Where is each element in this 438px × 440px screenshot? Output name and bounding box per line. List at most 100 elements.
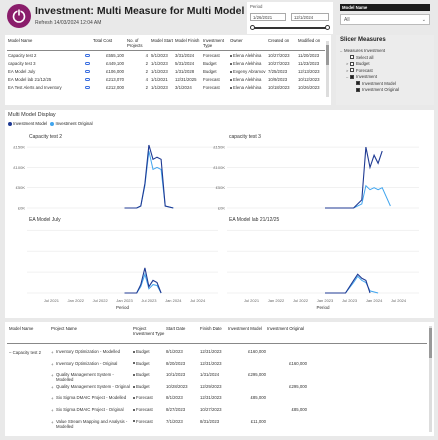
projects-table-header-cell[interactable]: Investment Original — [267, 326, 305, 331]
slicer-item[interactable]: ˃ Budget — [346, 61, 370, 66]
slicer-item-label: Measures Investment — [344, 48, 386, 53]
period-range-track[interactable] — [252, 27, 328, 29]
top-table-header-cell[interactable]: Investment Type — [203, 38, 225, 48]
table-cell: Inventory Optimization - Modelled — [56, 349, 121, 354]
projects-table-header-cell[interactable]: Project Investment Type — [133, 326, 165, 336]
period-start-input[interactable]: 1/26/2021 — [250, 13, 286, 21]
table-cell: 3/31/2024 — [175, 53, 195, 58]
expand-icon[interactable]: + — [51, 419, 54, 425]
link-icon[interactable] — [85, 78, 90, 81]
x-tick-label: Jan 2023 — [116, 298, 133, 303]
series-line-investment-model[interactable] — [124, 144, 174, 209]
top-table-header-cell[interactable]: Owner — [230, 38, 243, 43]
period-start-handle[interactable] — [250, 25, 255, 30]
table-cell: 11/20/2023 — [298, 53, 320, 58]
series-line-investment-model[interactable] — [325, 146, 383, 209]
top-table-header-cell[interactable]: Modified on — [298, 38, 321, 43]
top-table-header-cell[interactable]: Model Name — [8, 38, 33, 43]
slicer-item[interactable]: – Measures Investment — [340, 48, 385, 53]
table-cell: 3/1/2024 — [175, 85, 192, 90]
slicer-checkbox[interactable] — [350, 74, 354, 79]
series-line-investment-model[interactable] — [325, 273, 371, 294]
table-scrollbar[interactable] — [326, 41, 329, 97]
table-row[interactable]: Capacity test 2 £555,100 4 5/1/2023 3/31/202… — [7, 53, 325, 61]
slicer-item-label: Investment Original — [362, 87, 400, 92]
link-icon[interactable] — [85, 62, 90, 65]
x-tick-label: Jul 2023 — [141, 298, 157, 303]
projects-table-header-cell[interactable]: Model Name — [9, 326, 34, 331]
table-row[interactable] — [7, 93, 325, 101]
slicer-checkbox[interactable] — [350, 55, 354, 60]
slicer-item[interactable]: Investment Original — [352, 87, 399, 92]
table-row[interactable]: + Inventory Optimization - Modelled Budget… — [5, 348, 425, 359]
table-cell: Budget — [133, 361, 165, 366]
top-table-header-cell[interactable]: Total Cost — [93, 38, 113, 43]
table-cell: 5/31/2024 — [175, 61, 195, 66]
slicer-checkbox[interactable] — [350, 68, 354, 73]
table-row[interactable]: capacity test 3 £449,100 2 1/1/2023 5/31/202… — [7, 61, 325, 69]
collapse-icon[interactable]: – — [9, 350, 13, 355]
table-cell: 12/31/2023 — [200, 395, 222, 401]
projects-table-header-cell[interactable]: Project Name — [51, 326, 78, 331]
projects-table-header-cell[interactable]: Start Date — [166, 326, 186, 331]
slicer-item[interactable]: Select all — [346, 55, 373, 60]
top-table-header-cell[interactable] — [85, 38, 92, 49]
expand-icon[interactable]: + — [51, 408, 54, 413]
slicer-checkbox[interactable] — [350, 61, 354, 66]
expand-icon[interactable]: + — [51, 396, 54, 402]
top-table-header-cell[interactable]: No. of Projects — [127, 38, 143, 48]
table-row[interactable]: + Six Sigma DMAIC Project - Original Forec… — [5, 406, 425, 417]
expand-icon[interactable]: + — [51, 373, 54, 379]
expand-icon[interactable]: + — [51, 350, 54, 355]
table-cell: 2 — [145, 61, 148, 66]
table-cell: Forecast — [133, 395, 165, 400]
model-name-selected: All — [344, 17, 350, 23]
table-row[interactable]: + Value Stream Mapping and Analysis - Mod… — [5, 418, 425, 429]
project-type: Forecast — [136, 407, 153, 412]
expand-icon[interactable]: ˃ — [346, 61, 349, 66]
projects-table-header-cell[interactable]: Finish Date — [200, 326, 222, 331]
slicer-checkbox[interactable] — [356, 81, 360, 86]
small-multiple-title: capacity test 3 — [229, 134, 261, 140]
table-cell: 10/12/2023 — [298, 77, 320, 82]
table-cell: 4 — [145, 77, 148, 82]
table-row[interactable]: EA Model lab 21/12/25 £213,070 4 1/1/2021 12… — [7, 77, 325, 85]
series-line-investment-model[interactable] — [124, 267, 162, 294]
table-row[interactable]: + Six Sigma DMAIC Project - Modelled Forec… — [5, 394, 425, 405]
expand-icon[interactable]: + — [51, 384, 54, 390]
x-tick-label: Jan 2022 — [268, 298, 285, 303]
series-line-investment-original[interactable] — [124, 150, 174, 209]
top-table-header-cell[interactable]: Model Finish — [175, 38, 200, 43]
collapse-icon[interactable]: – — [340, 48, 343, 53]
owner-status-dot — [230, 54, 232, 57]
link-icon[interactable] — [85, 70, 90, 73]
project-type: Forecast — [136, 418, 153, 424]
projects-table-header-cell[interactable]: Investment Model — [228, 326, 262, 331]
link-icon[interactable] — [85, 86, 90, 89]
expand-icon[interactable]: + — [51, 361, 54, 367]
model-group-label[interactable]: – Capacity test 2 — [9, 350, 41, 355]
collapse-icon[interactable]: – — [346, 74, 349, 79]
table-row[interactable]: + Quality Management System - Modelled Bud… — [5, 371, 425, 382]
series-line-investment-original[interactable] — [325, 184, 391, 209]
period-end-handle[interactable] — [325, 25, 330, 30]
top-table-header-cell[interactable]: Created on — [268, 38, 290, 43]
series-line-investment-original[interactable] — [325, 275, 379, 294]
table-row[interactable]: + Quality Management System - Original Bud… — [5, 383, 425, 394]
projects-table-scrollbar[interactable] — [429, 326, 432, 432]
slicer-checkbox[interactable] — [356, 87, 360, 92]
model-name-label: Model Name — [340, 4, 430, 11]
period-end-input[interactable]: 12/1/2024 — [291, 13, 329, 21]
table-cell: 12/31/2025 — [175, 77, 197, 82]
table-row[interactable]: + Inventory Optimization - Original Budget… — [5, 360, 425, 371]
link-icon[interactable] — [85, 54, 90, 57]
table-cell: Elena Alekhina — [230, 53, 268, 58]
table-row[interactable]: EA Model July £106,000 2 1/1/2023 1/31/2028 B… — [7, 69, 325, 77]
slicer-item[interactable]: ˃ Forecast — [346, 68, 373, 73]
table-row[interactable]: EA Test Alerts and Inventory £212,000 2 1/1… — [7, 85, 325, 93]
model-name-dropdown[interactable]: All ⌄ — [340, 14, 430, 25]
expand-icon[interactable]: ˃ — [346, 67, 349, 73]
slicer-item[interactable]: Investment Model — [352, 81, 396, 86]
top-table-header-cell[interactable]: Model Start — [151, 38, 173, 43]
slicer-item[interactable]: – Investment — [346, 74, 377, 79]
